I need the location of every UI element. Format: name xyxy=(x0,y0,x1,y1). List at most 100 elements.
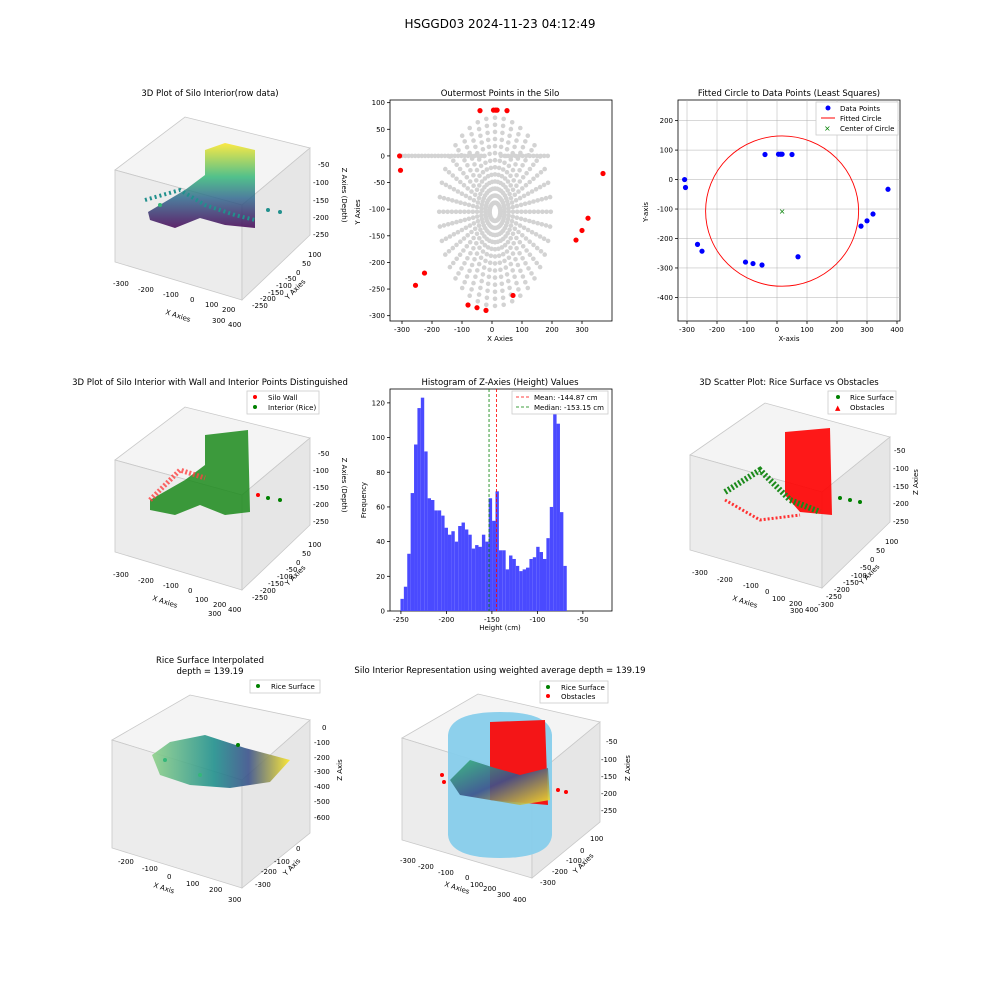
y-tick-label: 100 xyxy=(660,147,673,155)
gray-point xyxy=(463,225,469,231)
svg-text:100: 100 xyxy=(590,835,603,843)
svg-text:-100: -100 xyxy=(438,869,454,877)
gray-point xyxy=(512,226,518,232)
svg-text:-50: -50 xyxy=(285,275,296,283)
gray-point xyxy=(527,218,532,224)
gray-point xyxy=(534,173,540,178)
gray-point xyxy=(467,268,472,274)
panel6-zlabel: Z Axies xyxy=(912,469,920,495)
gray-point xyxy=(508,173,513,179)
gray-point xyxy=(474,241,479,246)
svg-text:0: 0 xyxy=(190,296,194,304)
svg-text:-100: -100 xyxy=(566,857,582,865)
svg-text:-300: -300 xyxy=(113,571,129,579)
svg-text:-250: -250 xyxy=(826,593,842,601)
panel6-yticks: 100 50 0 -50 -100 -150 -200 -250 -300 xyxy=(818,538,898,609)
gray-point xyxy=(470,209,476,215)
panel4-xlabel: X Axies xyxy=(151,594,178,610)
legend-center-marker: × xyxy=(824,124,831,133)
histogram-bar xyxy=(498,550,503,611)
svg-text:-200: -200 xyxy=(418,863,434,871)
panel5-xticks: -250 -200 -150 -100 -50 xyxy=(393,611,589,624)
gray-point xyxy=(467,179,473,184)
gray-point xyxy=(532,143,537,148)
panel6-points xyxy=(723,428,862,522)
gray-point xyxy=(487,260,493,266)
gray-point xyxy=(498,274,504,280)
data-point xyxy=(864,218,870,224)
histogram-bar xyxy=(553,411,557,611)
gray-point xyxy=(454,176,459,182)
panel2-ylabel: Y Axies xyxy=(354,199,362,226)
legend-obstacles-label-8: Obstacles xyxy=(561,693,596,701)
svg-text:-100: -100 xyxy=(276,282,292,290)
gray-point xyxy=(534,153,540,159)
svg-text:100: 100 xyxy=(470,881,483,889)
histogram-bar xyxy=(519,571,523,611)
gray-point xyxy=(492,143,498,149)
gray-point xyxy=(480,188,485,193)
gray-point xyxy=(513,221,519,226)
gray-point xyxy=(492,122,498,128)
gray-point xyxy=(525,285,531,291)
gray-point xyxy=(484,123,490,129)
gray-point xyxy=(412,153,418,159)
panel7-zticks: 0 -100 -200 -300 -400 -500 -600 xyxy=(314,724,330,822)
gray-point xyxy=(531,219,536,225)
gray-point xyxy=(452,153,458,159)
svg-text:-300: -300 xyxy=(400,857,416,865)
svg-text:200: 200 xyxy=(483,885,496,893)
data-point xyxy=(750,260,756,267)
gray-point xyxy=(463,193,469,199)
legend-median-label: Median: -153.15 cm xyxy=(534,404,604,412)
gray-point xyxy=(519,209,524,215)
gray-point xyxy=(485,130,490,136)
svg-text:-250: -250 xyxy=(252,302,268,310)
svg-text:-200: -200 xyxy=(260,587,276,595)
gray-point xyxy=(507,191,512,197)
gray-point xyxy=(479,202,485,207)
x-tick-label: 300 xyxy=(860,326,873,334)
gray-point xyxy=(514,235,519,241)
gray-point xyxy=(445,209,450,215)
svg-text:300: 300 xyxy=(208,610,221,618)
gray-point xyxy=(510,204,516,210)
panel1-xticks: -300 -200 -100 0 100 200 300 400 xyxy=(113,280,241,329)
svg-text:-600: -600 xyxy=(314,814,330,822)
legend-rice-surface-label-7: Rice Surface xyxy=(271,683,315,691)
gray-point xyxy=(441,209,446,215)
gray-point xyxy=(531,153,536,159)
gray-point xyxy=(538,153,543,159)
histogram-bar xyxy=(488,498,493,611)
gray-point xyxy=(496,172,501,178)
panel3-data-points xyxy=(682,151,891,268)
histogram-bar xyxy=(546,538,550,611)
outermost-point xyxy=(465,302,471,308)
gray-point xyxy=(499,281,505,287)
gray-point xyxy=(445,197,451,202)
legend-data-points-marker xyxy=(825,105,831,111)
y-tick-label: -50 xyxy=(374,179,385,187)
panel7-yticks: 0 -100 -200 -300 xyxy=(255,845,300,889)
histogram-bar xyxy=(454,541,459,611)
gray-point xyxy=(534,245,540,251)
gray-point xyxy=(492,165,498,170)
gray-point xyxy=(548,209,554,215)
gray-point xyxy=(543,195,549,201)
gray-point xyxy=(450,198,455,203)
gray-point xyxy=(450,173,456,178)
gray-point xyxy=(498,211,503,216)
gray-point xyxy=(475,299,481,304)
gray-point xyxy=(477,183,482,188)
gray-point xyxy=(514,246,519,251)
gray-point xyxy=(527,252,533,257)
histogram-bar xyxy=(532,557,537,611)
gray-point xyxy=(502,212,507,217)
svg-text:100: 100 xyxy=(195,596,208,604)
x-tick-label: -50 xyxy=(577,616,588,624)
y-tick-label: -100 xyxy=(369,206,385,214)
gray-point xyxy=(531,176,536,182)
histogram-bar xyxy=(403,586,408,611)
gray-point xyxy=(457,166,463,172)
svg-text:100: 100 xyxy=(205,301,218,309)
